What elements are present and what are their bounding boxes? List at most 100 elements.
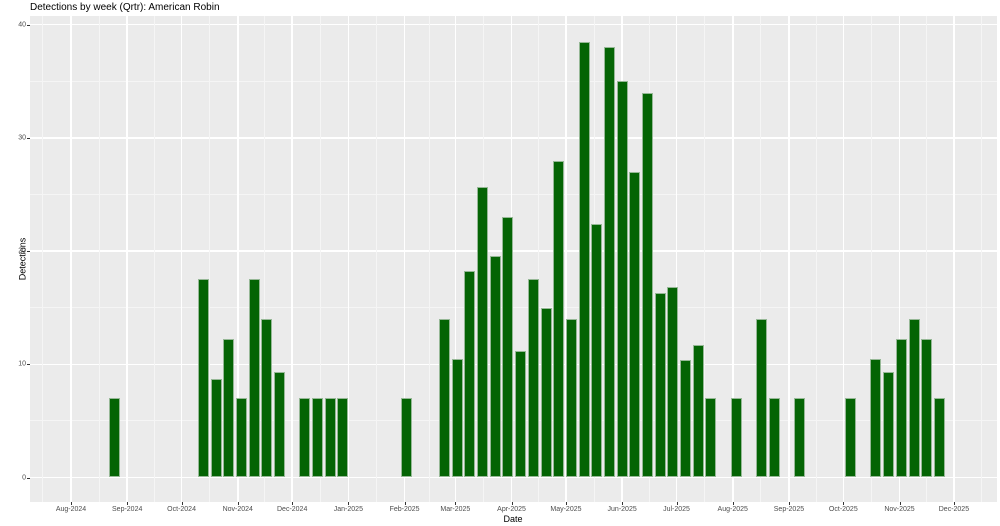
x-major-gridline [454, 16, 457, 502]
x-tick-mark [899, 502, 901, 505]
y-major-gridline [30, 476, 997, 479]
x-tick-label: Dec-2025 [938, 506, 970, 513]
x-major-gridline [126, 16, 128, 502]
x-tick-mark [732, 502, 734, 505]
x-tick-mark [565, 502, 567, 505]
x-major-gridline [291, 16, 293, 502]
x-minor-gridline [760, 16, 762, 502]
y-tick-mark [27, 24, 30, 26]
x-tick-label: Mar-2025 [440, 506, 471, 513]
detections-bar [312, 398, 324, 478]
x-minor-gridline [153, 16, 155, 502]
detections-bar [705, 398, 717, 478]
x-axis-title: Date [503, 514, 523, 524]
x-major-gridline [788, 16, 790, 502]
detections-bar [451, 358, 463, 478]
x-tick-label: Jan-2025 [333, 506, 363, 513]
x-tick-mark [404, 502, 406, 505]
detections-bar [680, 359, 692, 478]
x-minor-gridline [209, 16, 211, 502]
x-major-gridline [180, 16, 183, 502]
y-tick-label: 10 [18, 360, 26, 368]
x-tick-mark [292, 502, 294, 505]
y-tick-label: 30 [18, 134, 26, 142]
detections-bar [908, 319, 920, 478]
detections-bar [692, 345, 704, 478]
detections-bar [438, 319, 450, 478]
detections-bar [502, 217, 514, 478]
detections-bar [895, 339, 907, 478]
y-tick-mark [27, 477, 30, 479]
detections-bar [337, 398, 349, 478]
x-major-gridline [731, 16, 734, 502]
x-tick-label: Nov-2025 [884, 506, 915, 513]
detections-bar [210, 379, 222, 478]
detections-bar [273, 372, 285, 478]
x-tick-mark [843, 502, 845, 505]
detections-bar [845, 398, 857, 478]
plot-panel [30, 16, 997, 502]
x-major-gridline [403, 16, 406, 502]
detections-bar [248, 279, 260, 478]
x-minor-gridline [98, 16, 100, 502]
detections-bar [883, 372, 895, 478]
x-tick-mark [511, 502, 513, 505]
x-tick-label: Dec-2024 [276, 506, 308, 513]
x-tick-mark [455, 502, 457, 505]
detections-bar [324, 398, 336, 478]
detections-bar [489, 255, 501, 478]
detections-bar [933, 398, 945, 478]
detections-bar [527, 279, 539, 478]
x-tick-label: Nov-2024 [222, 506, 253, 513]
y-major-gridline [30, 23, 997, 26]
x-tick-label: May-2025 [550, 506, 582, 513]
x-tick-label: Aug-2025 [717, 506, 748, 513]
y-major-gridline [30, 363, 997, 366]
x-tick-label: Apr-2025 [497, 506, 526, 513]
x-tick-mark [622, 502, 624, 505]
x-tick-mark [71, 502, 72, 505]
x-tick-label: Jul-2025 [663, 506, 690, 513]
x-minor-gridline [264, 16, 266, 502]
detections-bar [540, 307, 552, 478]
detections-bar [730, 398, 742, 478]
chart-title: Detections by week (Qrtr): American Robi… [30, 2, 220, 13]
y-minor-gridline [30, 307, 997, 309]
x-major-gridline [842, 16, 845, 502]
detections-bar [794, 398, 806, 478]
y-minor-gridline [30, 194, 997, 195]
y-minor-gridline [30, 80, 997, 82]
x-tick-mark [788, 502, 790, 505]
detections-bar [109, 398, 120, 478]
detections-bar [223, 339, 235, 478]
x-minor-gridline [429, 16, 431, 502]
y-major-gridline [30, 137, 997, 139]
detections-bar [768, 398, 780, 478]
x-minor-gridline [375, 16, 377, 502]
y-tick-label: 0 [22, 474, 26, 481]
x-minor-gridline [980, 16, 982, 502]
detections-bar [629, 171, 641, 478]
detections-bar [299, 398, 311, 478]
detections-bar [591, 223, 603, 478]
detections-bar [565, 319, 577, 478]
x-tick-label: Aug-2024 [55, 506, 87, 513]
y-major-gridline [30, 250, 997, 252]
x-tick-mark [953, 502, 955, 505]
detections-bar [235, 398, 247, 478]
x-tick-label: Jun-2025 [607, 506, 637, 513]
x-tick-label: Sep-2024 [112, 506, 143, 513]
x-tick-label: Oct-2024 [167, 506, 196, 513]
detections-bar [667, 287, 679, 478]
y-axis-title: Detections [17, 237, 28, 281]
x-major-gridline [675, 16, 678, 502]
detections-bar [553, 160, 565, 478]
detections-bar [921, 339, 933, 478]
x-major-gridline [70, 16, 72, 502]
y-tick-mark [27, 364, 30, 366]
detections-bar [578, 41, 590, 478]
x-minor-gridline [319, 16, 321, 502]
detections-bar [261, 319, 273, 478]
detections-bar [616, 81, 628, 478]
